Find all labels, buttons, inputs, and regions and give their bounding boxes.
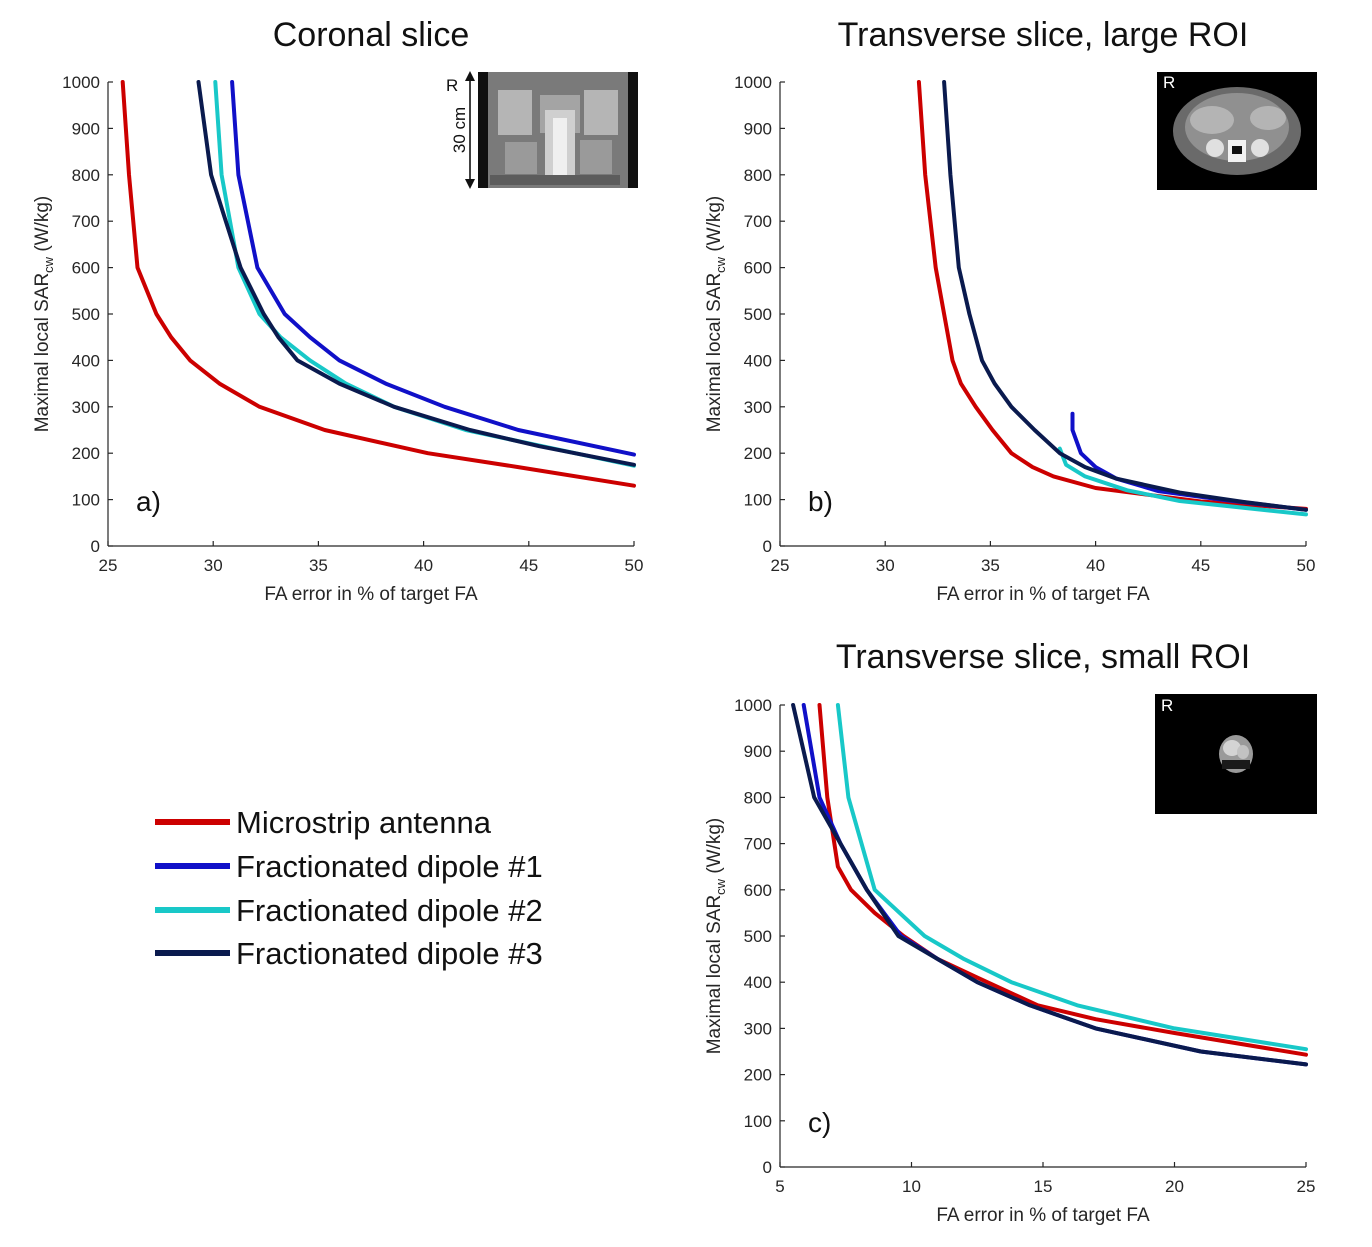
series-line-a-4 [196, 80, 636, 467]
y-axis-label-unit: (W/kg) [704, 818, 725, 879]
panel-label-b: b) [808, 486, 833, 517]
y-axis-label-subscript: cw [41, 256, 56, 273]
x-tick-label-b: 40 [1086, 556, 1105, 575]
x-tick-label-c: 15 [1034, 1177, 1053, 1196]
inset-image-a: R 30 cm [446, 71, 638, 189]
y-tick-label-b: 300 [744, 398, 772, 417]
x-tick-label-b: 45 [1191, 556, 1210, 575]
x-tick-label-a: 45 [519, 556, 538, 575]
y-tick-label-c: 300 [744, 1019, 772, 1038]
y-axis-label-main: Maximal local SAR [704, 273, 725, 432]
x-axis-label-c: FA error in % of target FA [936, 1205, 1150, 1226]
y-tick-label-b: 900 [744, 119, 772, 138]
y-tick-label-b: 1000 [734, 73, 772, 92]
y-tick-label-b: 600 [744, 259, 772, 278]
x-tick-label-c: 25 [1297, 1177, 1316, 1196]
y-axis-label-unit: (W/kg) [32, 196, 53, 257]
y-tick-label-a: 100 [72, 491, 100, 510]
y-tick-label-c: 500 [744, 927, 772, 946]
x-axis-label-b: FA error in % of target FA [936, 584, 1150, 605]
series-line-c-4 [791, 703, 1308, 1067]
y-tick-label-c: 900 [744, 742, 772, 761]
x-tick-label-a: 25 [99, 556, 118, 575]
chart-title-a: Coronal slice [273, 16, 470, 54]
x-tick-label-a: 30 [204, 556, 223, 575]
y-tick-label-c: 1000 [734, 696, 772, 715]
y-tick-label-a: 900 [72, 119, 100, 138]
panel-label-c: c) [808, 1107, 831, 1138]
series-line-b-4 [942, 80, 1308, 512]
y-axis-label-main: Maximal local SAR [32, 273, 53, 432]
y-tick-label-c: 400 [744, 973, 772, 992]
y-tick-label-c: 0 [763, 1158, 772, 1177]
y-tick-label-a: 1000 [62, 73, 100, 92]
chart-title-c: Transverse slice, small ROI [836, 638, 1250, 676]
series-line-b-1 [916, 80, 1308, 511]
y-axis-label-b: Maximal local SARcw (W/kg) [704, 196, 728, 433]
y-tick-label-c: 800 [744, 788, 772, 807]
y-axis-label-c: Maximal local SARcw (W/kg) [704, 818, 728, 1055]
inset-image-c: R [1155, 694, 1317, 814]
inset-scale-label-a: 30 cm [450, 107, 469, 153]
y-axis-label-unit: (W/kg) [704, 196, 725, 257]
x-tick-label-c: 10 [902, 1177, 921, 1196]
chart-panel-c: Transverse slice, small ROI 0 100 200 300 400… [704, 638, 1315, 1226]
y-tick-label-a: 600 [72, 259, 100, 278]
y-tick-label-a: 200 [72, 444, 100, 463]
y-tick-label-a: 700 [72, 212, 100, 231]
y-tick-label-c: 600 [744, 881, 772, 900]
legend-label-dipole-1: Fractionated dipole #1 [236, 849, 543, 884]
chart-panel-b: Transverse slice, large ROI 0 100 200 300 400… [704, 16, 1315, 605]
panel-label-a: a) [136, 486, 161, 517]
x-tick-label-a: 50 [625, 556, 644, 575]
y-tick-label-b: 100 [744, 491, 772, 510]
y-tick-label-b: 200 [744, 444, 772, 463]
inset-letter-a: R [446, 76, 458, 95]
x-tick-label-a: 40 [414, 556, 433, 575]
x-tick-label-c: 20 [1165, 1177, 1184, 1196]
y-axis-label-main: Maximal local SAR [704, 895, 725, 1054]
y-tick-label-a: 800 [72, 166, 100, 185]
series-line-a-1 [120, 80, 636, 488]
y-tick-label-b: 700 [744, 212, 772, 231]
y-tick-label-c: 200 [744, 1066, 772, 1085]
y-axis-label-a: Maximal local SARcw (W/kg) [32, 196, 56, 433]
x-tick-label-b: 25 [771, 556, 790, 575]
y-tick-label-b: 500 [744, 305, 772, 324]
legend-label-dipole-2: Fractionated dipole #2 [236, 893, 543, 928]
y-tick-label-a: 400 [72, 351, 100, 370]
legend-label-dipole-3: Fractionated dipole #3 [236, 936, 543, 971]
series-line-c-3 [835, 703, 1308, 1052]
x-tick-label-b: 35 [981, 556, 1000, 575]
x-tick-label-a: 35 [309, 556, 328, 575]
y-tick-label-b: 800 [744, 166, 772, 185]
x-tick-label-b: 30 [876, 556, 895, 575]
series-line-a-2 [230, 80, 636, 457]
chart-title-b: Transverse slice, large ROI [838, 16, 1249, 54]
legend-label-microstrip: Microstrip antenna [236, 805, 492, 840]
y-tick-label-c: 700 [744, 835, 772, 854]
inset-image-b: R [1157, 72, 1317, 190]
y-tick-label-b: 0 [763, 537, 772, 556]
inset-letter-b: R [1163, 73, 1175, 92]
y-tick-label-b: 400 [744, 351, 772, 370]
series-line-b-3 [1057, 446, 1308, 517]
inset-letter-c: R [1161, 696, 1173, 715]
x-axis-label-a: FA error in % of target FA [264, 584, 478, 605]
y-axis-label-subscript: cw [713, 878, 728, 895]
x-tick-label-c: 5 [775, 1177, 784, 1196]
x-tick-label-b: 50 [1297, 556, 1316, 575]
y-axis-label-subscript: cw [713, 256, 728, 273]
legend: Microstrip antenna Fractionated dipole #… [155, 805, 543, 971]
chart-panel-a: Coronal slice 0 100 200 300 400 500 600 700 800 90… [32, 16, 643, 605]
y-tick-label-c: 100 [744, 1112, 772, 1131]
y-tick-label-a: 500 [72, 305, 100, 324]
y-tick-label-a: 0 [91, 537, 100, 556]
y-tick-label-a: 300 [72, 398, 100, 417]
